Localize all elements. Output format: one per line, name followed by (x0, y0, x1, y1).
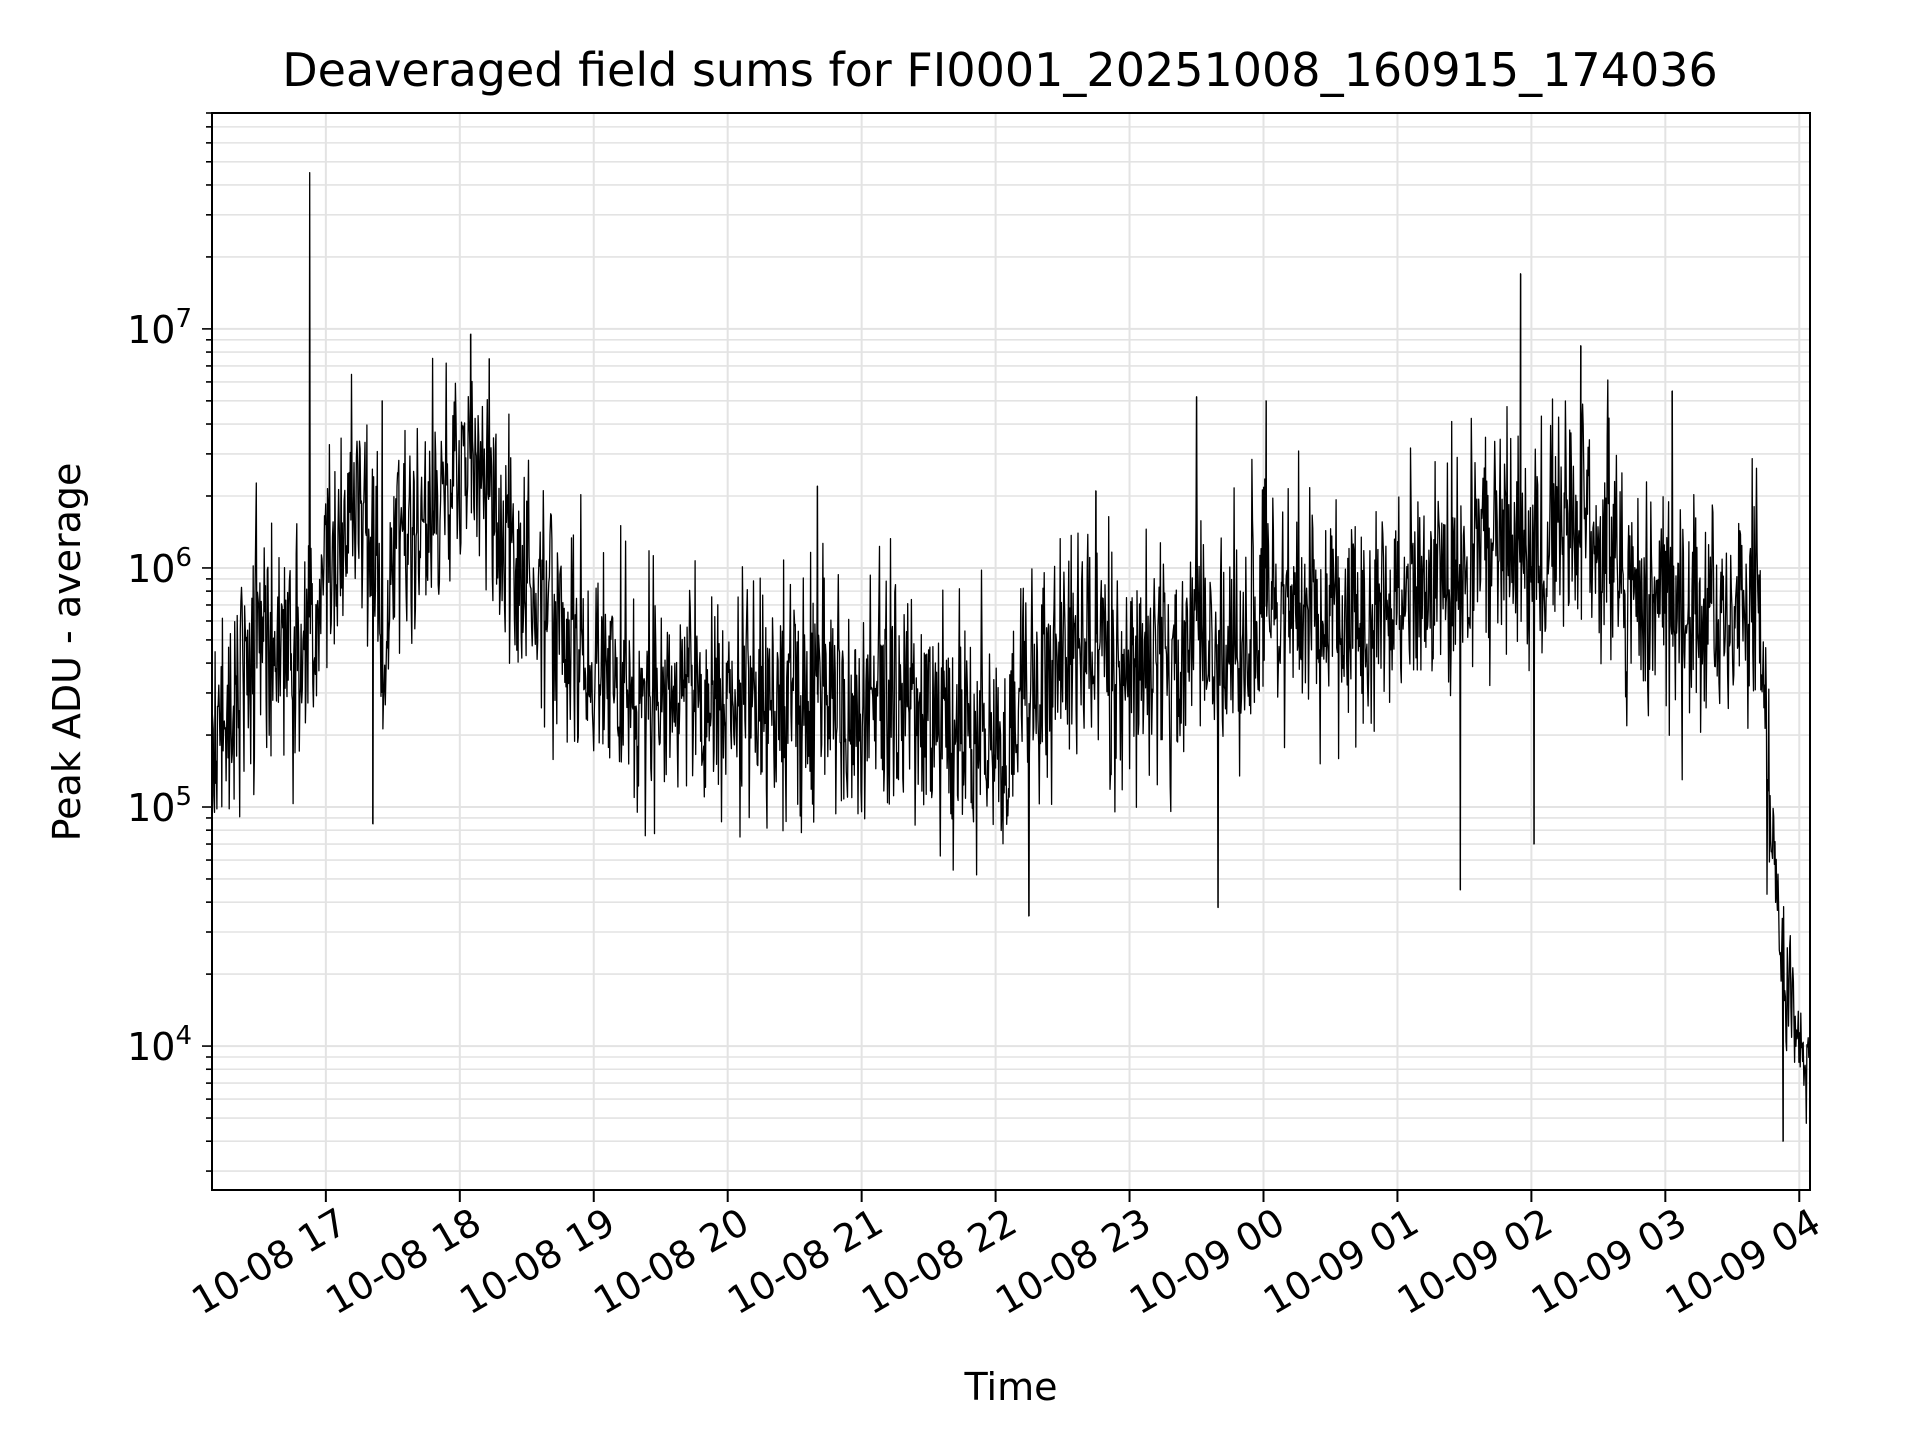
y-tick-base: 10 (127, 786, 175, 830)
grid (212, 112, 1810, 1190)
y-tick-label: 104 (127, 1021, 192, 1069)
y-tick-base: 10 (127, 308, 175, 352)
series-line (211, 172, 1811, 1142)
plot-frame (211, 112, 1811, 1191)
x-axis-label: Time (964, 1365, 1058, 1409)
y-tick-exponent: 5 (175, 782, 192, 812)
y-tick-base: 10 (127, 547, 175, 591)
chart-title: Deaveraged field sums for FI0001_2025100… (282, 43, 1718, 97)
y-axis-label: Peak ADU - average (45, 463, 89, 842)
y-tick-exponent: 7 (175, 304, 192, 334)
series-line-group (211, 172, 1811, 1142)
y-tick-base: 10 (127, 1025, 175, 1069)
y-tick-label: 106 (127, 543, 192, 591)
y-tick-exponent: 6 (175, 543, 192, 573)
y-tick-exponent: 4 (175, 1021, 192, 1051)
y-tick-label: 105 (127, 782, 192, 830)
y-tick-label: 107 (127, 304, 192, 352)
